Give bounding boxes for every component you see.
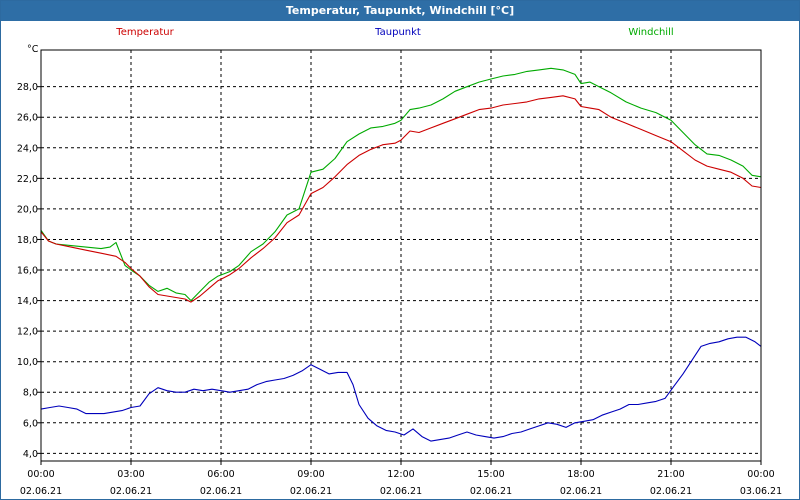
x-tick-date-1: 02.06.21 — [110, 486, 152, 497]
series-line-taupunkt — [40, 336, 762, 442]
x-tick-time-7: 21:00 — [657, 469, 684, 480]
series-line-temperatur — [40, 95, 762, 303]
x-tick-date-0: 02.06.21 — [20, 486, 62, 497]
y-tick-label-1: 6,0 — [23, 418, 38, 429]
x-tick-time-8: 00:00 — [747, 469, 774, 480]
x-axis: 00:00 02.06.21 03:00 02.06.21 06:00 02.06.21 0… — [20, 461, 782, 497]
x-tick-time-6: 18:00 — [567, 469, 594, 480]
series-line-windchill — [40, 67, 762, 302]
x-tick-date-5: 02.06.21 — [470, 486, 512, 497]
y-tick-label-3: 10,0 — [17, 357, 38, 368]
legend: Temperatur Taupunkt Windchill — [115, 27, 673, 38]
y-tick-label-7: 18,0 — [17, 235, 38, 246]
window-title: Temperatur, Taupunkt, Windchill [°C] — [1, 1, 799, 21]
y-tick-label-6: 16,0 — [17, 266, 38, 277]
y-tick-label-10: 24,0 — [17, 143, 38, 154]
x-tick-date-3: 02.06.21 — [290, 486, 332, 497]
x-tick-time-0: 00:00 — [27, 469, 54, 480]
series-layer — [40, 67, 762, 442]
y-tick-label-12: 28,0 — [17, 82, 38, 93]
y-tick-label-2: 8,0 — [23, 388, 38, 399]
y-axis-label: °C — [27, 44, 39, 55]
x-tick-date-4: 02.06.21 — [380, 486, 422, 497]
x-tick-time-4: 12:00 — [387, 469, 414, 480]
y-tick-label-4: 12,0 — [17, 327, 38, 338]
x-tick-date-2: 02.06.21 — [200, 486, 242, 497]
y-tick-label-9: 22,0 — [17, 174, 38, 185]
legend-entry-temperatur: Temperatur — [115, 27, 174, 38]
y-tick-label-5: 14,0 — [17, 296, 38, 307]
x-tick-time-2: 06:00 — [207, 469, 234, 480]
x-tick-time-1: 03:00 — [117, 469, 144, 480]
x-tick-date-8: 03.06.21 — [740, 486, 782, 497]
x-tick-time-5: 15:00 — [477, 469, 504, 480]
x-tick-time-3: 09:00 — [297, 469, 324, 480]
grid-lines — [41, 50, 761, 461]
x-tick-date-7: 02.06.21 — [650, 486, 692, 497]
legend-entry-windchill: Windchill — [628, 27, 673, 38]
y-tick-label-0: 4,0 — [23, 449, 38, 460]
y-axis: 4,0 6,0 8,0 10,0 12,0 14,0 16,0 18,0 20,0 22,0 24,… — [17, 82, 41, 460]
y-tick-label-8: 20,0 — [17, 204, 38, 215]
chart-canvas: 4,0 6,0 8,0 10,0 12,0 14,0 16,0 18,0 20,0 22,0 24,… — [17, 27, 782, 497]
y-tick-label-11: 26,0 — [17, 113, 38, 124]
legend-entry-taupunkt: Taupunkt — [374, 27, 421, 38]
x-tick-date-6: 02.06.21 — [560, 486, 602, 497]
